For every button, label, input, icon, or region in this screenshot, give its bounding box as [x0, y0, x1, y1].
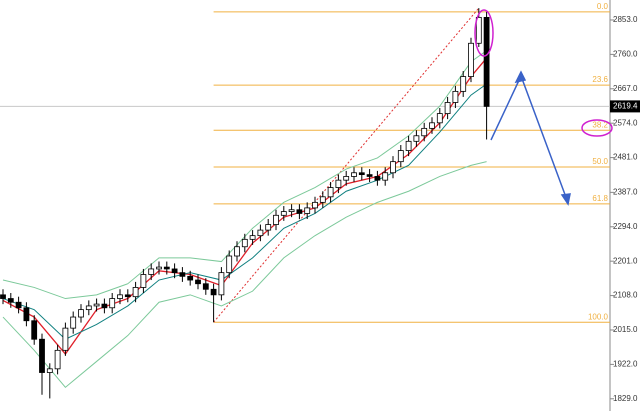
candle-body: [148, 268, 155, 275]
candle-body: [39, 338, 45, 373]
plot-area: 0.0 23.6 38.2 50.0 61.8 100.0: [0, 2, 610, 399]
y-tick-label: 1922.0: [613, 359, 638, 368]
candle-body: [405, 140, 412, 151]
candle-body: [374, 176, 381, 181]
candle-body: [436, 113, 443, 124]
fib-label: 23.6: [592, 75, 608, 84]
fib-label: 100.0: [588, 312, 609, 321]
candle-body: [288, 209, 295, 213]
candle-body: [93, 303, 100, 307]
candle-body: [460, 76, 467, 92]
candle-body: [0, 294, 6, 299]
projection-arrows: [490, 70, 571, 206]
y-tick-label: 2481.0: [613, 153, 638, 162]
y-tick-label: 2108.0: [613, 291, 638, 300]
candle-body: [78, 309, 84, 318]
candle-body: [304, 207, 311, 214]
y-tick-label: 2015.0: [613, 325, 638, 334]
candle-body: [179, 272, 186, 277]
indicator-line: [2, 50, 487, 300]
candle-body: [23, 307, 30, 322]
candle-body: [397, 150, 404, 163]
fib-label: 50.0: [592, 157, 608, 166]
candle-body: [54, 349, 61, 370]
candle-body: [382, 172, 389, 181]
candle-body: [468, 42, 474, 77]
candle-body: [187, 275, 194, 281]
candle-body: [156, 266, 162, 270]
candle-body: [249, 235, 256, 240]
y-tick-label: 2760.0: [613, 49, 638, 58]
candle-body: [241, 238, 248, 248]
last-price-box: [610, 100, 640, 113]
candle-body: [195, 279, 201, 285]
y-tick-label: 2201.0: [613, 256, 638, 265]
candle-body: [335, 179, 342, 188]
candle-body: [421, 127, 428, 137]
candle-body: [319, 196, 326, 203]
y-tick-label: 1829.0: [613, 394, 638, 403]
highlight-ellipse: [581, 119, 613, 137]
candle-body: [327, 187, 334, 198]
candle-body: [7, 298, 14, 303]
candle-body: [444, 102, 451, 114]
indicator-line: [2, 161, 487, 389]
candle-body: [296, 209, 303, 214]
candle-body: [343, 176, 350, 181]
candle-body: [163, 266, 170, 270]
candle-body: [171, 268, 178, 274]
candle-body: [226, 255, 233, 274]
candle-body: [124, 294, 131, 298]
last-price-label: 2619.4: [613, 102, 638, 111]
candle-body: [452, 90, 459, 103]
candle-body: [475, 16, 482, 44]
highlight-ellipse: [474, 9, 494, 57]
y-tick-label: 2667.0: [613, 84, 638, 93]
candle-body: [218, 272, 225, 296]
candle-body: [483, 16, 490, 107]
candle-body: [202, 283, 209, 290]
candle-body: [85, 305, 92, 311]
fib-trend-line: [213, 7, 480, 323]
candle-body: [132, 287, 139, 298]
y-tick-label: 2574.0: [613, 118, 638, 127]
candle-body: [280, 211, 287, 216]
y-tick-label: 2294.0: [613, 222, 638, 231]
candle-body: [31, 320, 38, 340]
fib-label: 61.8: [592, 194, 608, 203]
candle-body: [70, 316, 77, 329]
arrow-head-down: [560, 193, 571, 206]
candle-body: [117, 294, 123, 299]
candle-body: [101, 303, 108, 309]
candle-body: [351, 172, 357, 177]
candle-body: [109, 298, 116, 309]
candle-body: [366, 174, 373, 177]
candle-body: [390, 161, 396, 174]
candle-body: [140, 274, 147, 288]
fib-label: 38.2: [592, 120, 608, 129]
arrow-head-up: [514, 70, 527, 84]
candle-body: [62, 327, 69, 351]
projection-path: [490, 74, 568, 201]
candle-body: [265, 224, 272, 231]
candle-body: [413, 135, 420, 142]
candle-body: [210, 288, 217, 296]
fib-label: 0.0: [597, 2, 609, 11]
candle-body: [312, 201, 318, 209]
candle-body: [257, 229, 264, 237]
candle-body: [46, 368, 53, 373]
y-tick-label: 2853.0: [613, 15, 638, 24]
candle-body: [273, 214, 279, 225]
indicator-line: [2, 83, 487, 340]
indicator-line: [2, 57, 488, 356]
candle-body: [15, 301, 22, 309]
candle-body: [429, 122, 435, 129]
candle-body: [234, 246, 240, 257]
y-tick-label: 2387.0: [613, 187, 638, 196]
candle-body: [358, 172, 365, 176]
